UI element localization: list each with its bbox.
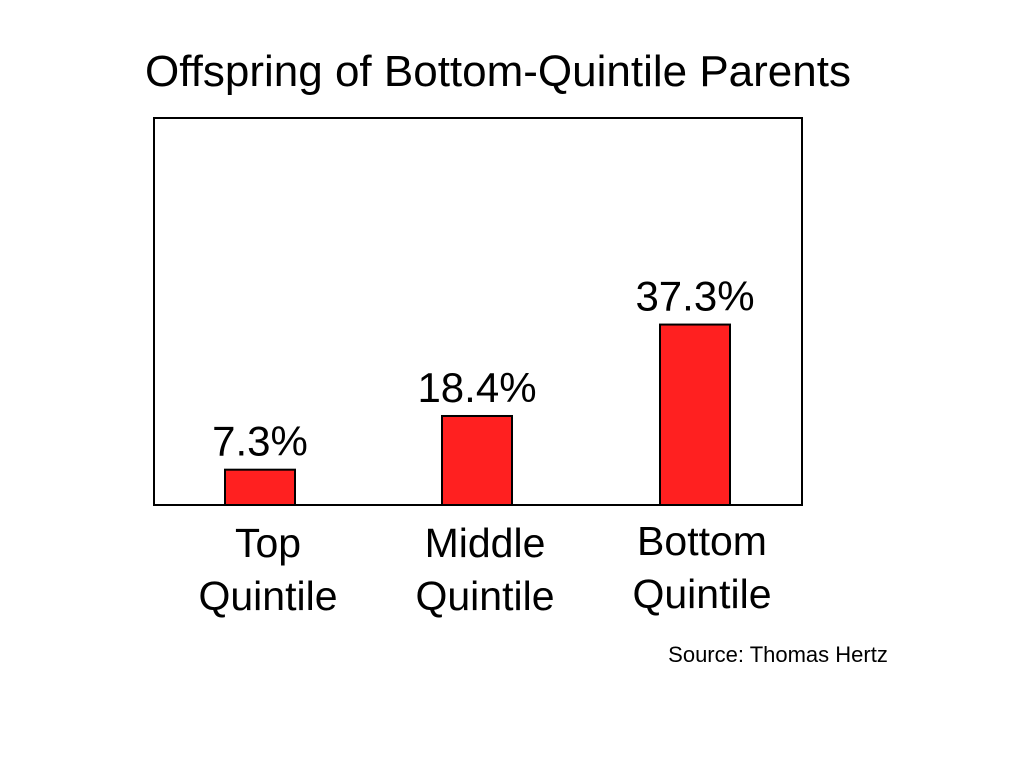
data-label-0: 7.3% xyxy=(212,418,308,465)
chart-title: Offspring of Bottom-Quintile Parents xyxy=(145,47,851,96)
category-label-2: Bottom Quintile xyxy=(632,518,771,617)
category-label-line: Bottom xyxy=(637,518,767,564)
category-label-1: Middle Quintile xyxy=(415,520,554,619)
category-label-line: Quintile xyxy=(632,571,771,617)
category-label-line: Middle xyxy=(425,520,546,566)
data-label-2: 37.3% xyxy=(635,273,754,320)
category-label-line: Quintile xyxy=(198,573,337,619)
bar-1 xyxy=(441,414,513,506)
source-note: Source: Thomas Hertz xyxy=(668,642,888,667)
category-label-line: Quintile xyxy=(415,573,554,619)
data-label-1: 18.4% xyxy=(417,364,536,411)
category-label-0: Top Quintile xyxy=(198,520,337,619)
bar-2 xyxy=(659,323,731,506)
bar-0 xyxy=(224,468,296,506)
bars-group: 7.3% Top Quintile 18.4% Middle Quintile 37.3% B… xyxy=(198,273,771,619)
category-label-line: Top xyxy=(235,520,301,566)
